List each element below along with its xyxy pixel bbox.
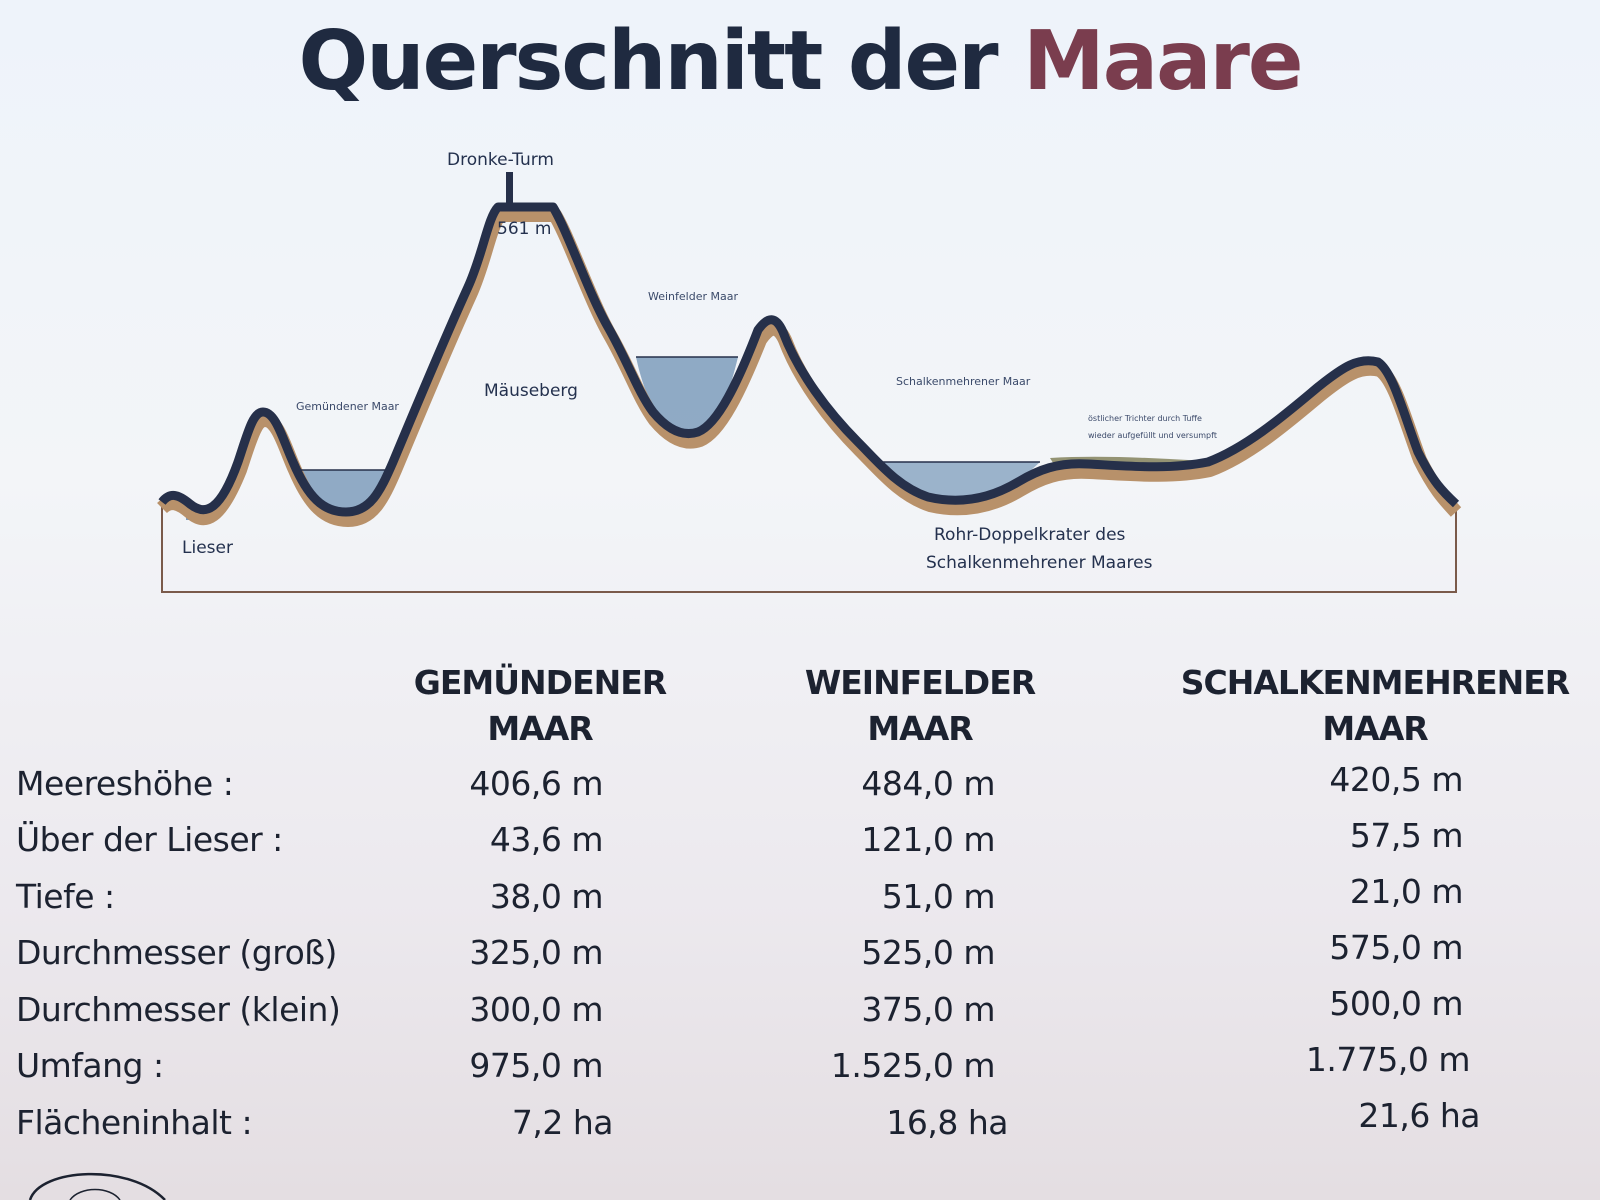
row-label-meereshoehe: Meereshöhe : — [16, 764, 234, 803]
gemuendener-diagram-label: Gemündener Maar — [296, 400, 399, 413]
river-label: Lieser — [182, 538, 233, 558]
table-cell: 121,0 m — [861, 820, 995, 859]
dronke-tower-icon — [506, 172, 513, 210]
row-label-durchmesser-gross: Durchmesser (groß) — [16, 933, 337, 972]
tower-label: Dronke-Turm — [447, 150, 554, 170]
seal-icon — [28, 1172, 166, 1200]
row-label-flaecheninhalt: Flächeninhalt : — [16, 1103, 253, 1142]
table-cell: 375,0 m — [861, 990, 995, 1029]
row-label-durchmesser-klein: Durchmesser (klein) — [16, 990, 341, 1029]
diagram-frame — [161, 505, 1457, 593]
column-header-line1: GEMÜNDENER — [413, 663, 667, 702]
table-cell: 325,0 m — [469, 933, 603, 972]
table-cell: 21,0 m — [1349, 872, 1464, 911]
terrain-outline — [158, 202, 1460, 517]
table-cell: 57,5 m — [1349, 816, 1464, 855]
row-label-ueber-der-lieser: Über der Lieser : — [16, 820, 283, 859]
row-label-tiefe: Tiefe : — [16, 877, 115, 916]
table-cell: 406,6 m — [469, 764, 603, 803]
mountain-label: Mäuseberg — [484, 381, 578, 401]
schalkenmehrener-diagram-label: Schalkenmehrener Maar — [896, 375, 1031, 388]
table-cell: 1.775,0 m — [1305, 1040, 1471, 1079]
column-header-line2: MAAR — [867, 709, 973, 748]
page-title: Querschnitt der Maare — [0, 14, 1600, 109]
summit-height-label: 561 m — [497, 219, 552, 239]
table-cell: 16,8 ha — [886, 1103, 1008, 1142]
column-header-line1: WEINFELDER — [804, 663, 1036, 702]
column-header-schalkenmehrener: SCHALKENMEHRENER MAAR — [1165, 660, 1585, 752]
title-main: Querschnitt der — [298, 14, 998, 109]
weinfelder-diagram-label: Weinfelder Maar — [648, 290, 738, 303]
table-cell: 38,0 m — [489, 877, 604, 916]
column-header-gemuendener: GEMÜNDENER MAAR — [380, 660, 700, 752]
table-cell: 43,6 m — [489, 820, 604, 859]
table-cell: 975,0 m — [469, 1046, 603, 1085]
column-header-line2: MAAR — [1322, 709, 1428, 748]
cross-section-diagram — [157, 172, 1462, 593]
table-cell: 7,2 ha — [511, 1103, 614, 1142]
table-cell: 300,0 m — [469, 990, 603, 1029]
column-header-weinfelder: WEINFELDER MAAR — [760, 660, 1080, 752]
table-cell: 420,5 m — [1329, 760, 1463, 799]
table-cell: 500,0 m — [1329, 984, 1463, 1023]
tuff-note-line1: östlicher Trichter durch Tuffe — [1088, 414, 1202, 423]
column-header-line2: MAAR — [487, 709, 593, 748]
tuff-note-line2: wieder aufgefüllt und versumpft — [1088, 431, 1217, 440]
table-cell: 1.525,0 m — [830, 1046, 996, 1085]
double-crater-line2: Schalkenmehrener Maares — [926, 553, 1153, 573]
table-cell: 575,0 m — [1329, 928, 1463, 967]
table-cell: 21,6 ha — [1358, 1096, 1480, 1135]
title-accent: Maare — [1023, 14, 1303, 109]
table-cell: 51,0 m — [881, 877, 996, 916]
double-crater-line1: Rohr-Doppelkrater des — [934, 525, 1126, 545]
row-label-umfang: Umfang : — [16, 1046, 164, 1085]
column-header-line1: SCHALKENMEHRENER — [1180, 663, 1570, 702]
table-cell: 484,0 m — [861, 764, 995, 803]
table-cell: 525,0 m — [861, 933, 995, 972]
